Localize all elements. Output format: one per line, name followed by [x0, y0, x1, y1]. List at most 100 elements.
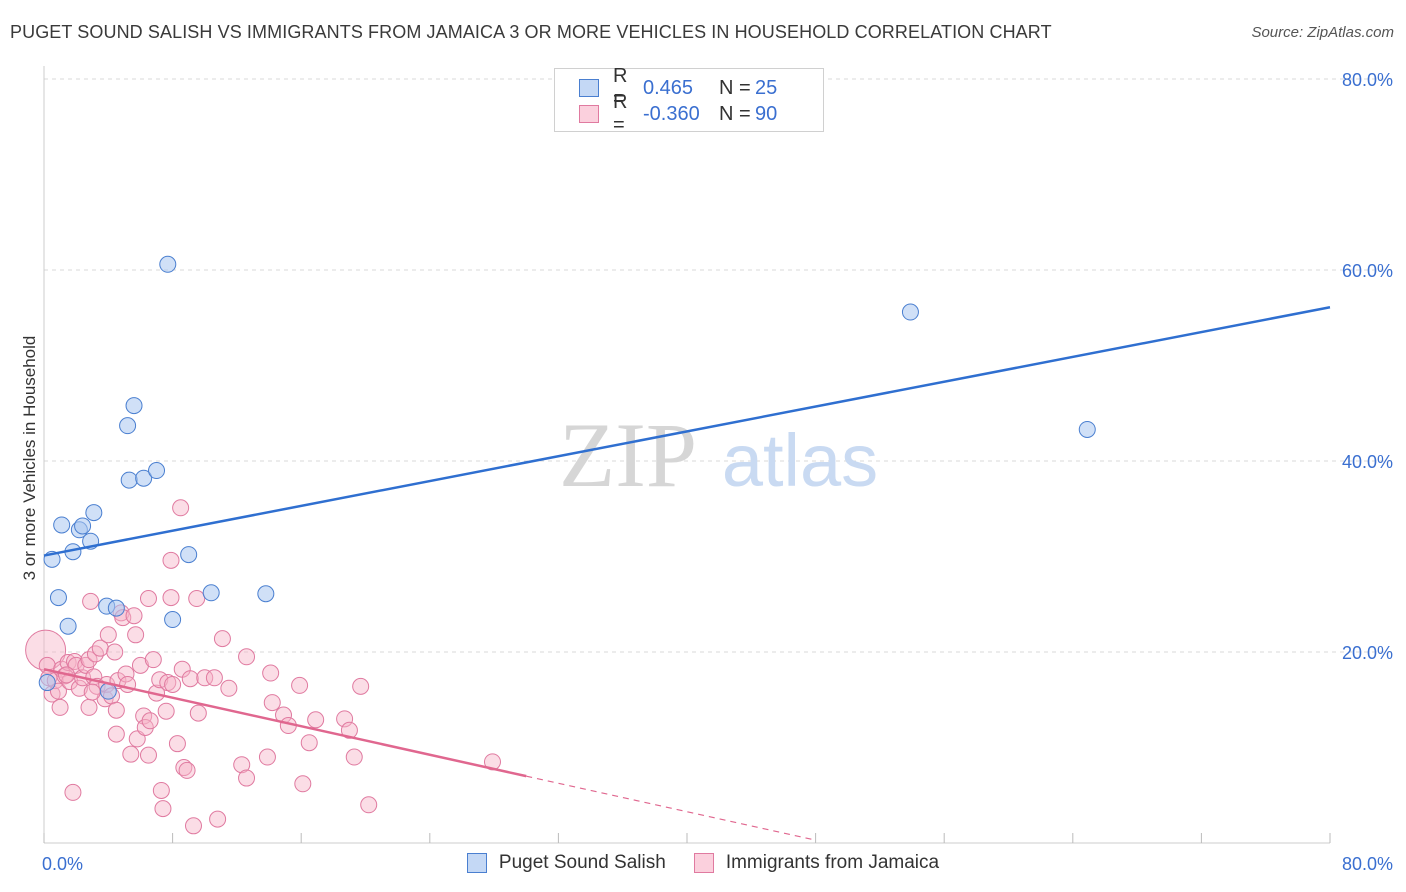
- jamaica-point: [258, 748, 276, 766]
- salish-point: [202, 584, 220, 602]
- source-label: Source: ZipAtlas.com: [1251, 24, 1394, 41]
- n-label: N =: [719, 102, 751, 125]
- jamaica-point: [213, 630, 231, 648]
- jamaica-point: [64, 783, 82, 801]
- series-salish-points: [38, 255, 1096, 700]
- jamaica-point: [125, 607, 143, 625]
- jamaica-point: [300, 734, 318, 752]
- salish-point: [38, 674, 56, 692]
- correlation-legend: R = 0.465 N = 25 R = -0.360 N = 90: [554, 65, 824, 136]
- jamaica-point: [233, 756, 251, 774]
- legend-row-salish: R = 0.465 N = 25: [579, 65, 778, 110]
- y-tick-label: 40.0%: [1342, 452, 1393, 472]
- jamaica-point: [175, 759, 193, 777]
- jamaica-point: [188, 590, 206, 608]
- salish-point: [180, 546, 198, 564]
- r-value: 0.465: [643, 76, 694, 99]
- jamaica-point: [360, 796, 378, 814]
- r-label: R =: [613, 65, 628, 110]
- jamaica-point: [86, 645, 104, 663]
- jamaica-point: [184, 817, 202, 835]
- legend-swatch-blue: [466, 853, 487, 873]
- x-tick-label: 80.0%: [1342, 854, 1393, 874]
- jamaica-point: [238, 769, 256, 787]
- x-tick-label: 0.0%: [42, 854, 83, 874]
- jamaica-point: [168, 735, 186, 753]
- legend-item-jamaica: Immigrants from Jamaica: [693, 852, 939, 874]
- jamaica-point: [91, 639, 109, 657]
- y-axis-label: 3 or more Vehicles in Household: [20, 335, 39, 581]
- watermark: ZIP atlas: [559, 404, 878, 506]
- salish-point: [120, 471, 138, 489]
- y-tick-label: 80.0%: [1342, 70, 1393, 90]
- trend-lines: [43, 306, 1331, 841]
- jamaica-point: [117, 665, 135, 683]
- salish-point: [164, 611, 182, 629]
- n-value: 25: [755, 76, 778, 99]
- jamaica-point: [82, 592, 100, 610]
- jamaica-point: [106, 643, 124, 661]
- salish-point: [107, 599, 125, 617]
- salish-point: [59, 617, 77, 635]
- jamaica-point: [345, 748, 363, 766]
- salish-point: [125, 397, 143, 415]
- legend-item-salish: Puget Sound Salish: [466, 852, 666, 874]
- salish-point: [1078, 420, 1096, 438]
- jamaica-point: [220, 679, 238, 697]
- tick-labels: 20.0% 40.0% 60.0% 80.0% 0.0% 80.0%: [42, 70, 1393, 874]
- jamaica-point: [340, 721, 358, 739]
- jamaica-point: [181, 670, 199, 688]
- legend-swatch-blue: [579, 79, 599, 97]
- jamaica-point: [144, 651, 162, 669]
- jamaica-point: [38, 656, 56, 674]
- jamaica-point: [196, 669, 214, 687]
- jamaica-point: [152, 781, 170, 799]
- jamaica-point: [172, 499, 190, 517]
- jamaica-point: [107, 701, 125, 719]
- jamaica-point: [238, 648, 256, 666]
- jamaica-point: [263, 694, 281, 712]
- legend-swatch-pink: [693, 853, 714, 873]
- jamaica-point: [178, 761, 196, 779]
- jamaica-point: [83, 683, 101, 701]
- salish-point: [53, 516, 71, 534]
- jamaica-point: [352, 677, 370, 695]
- jamaica-point: [107, 725, 125, 743]
- jamaica-point: [157, 702, 175, 720]
- r-label: R =: [613, 91, 628, 136]
- series-legend: Puget Sound Salish Immigrants from Jamai…: [0, 852, 1406, 874]
- y-tick-label: 60.0%: [1342, 261, 1393, 281]
- salish-point: [119, 417, 137, 435]
- salish-point: [148, 462, 166, 480]
- grid-lines: [44, 78, 1392, 653]
- jamaica-point: [164, 675, 182, 693]
- chart-title: PUGET SOUND SALISH VS IMMIGRANTS FROM JA…: [10, 22, 1052, 42]
- jamaica-point: [80, 698, 98, 716]
- jamaica-point: [141, 712, 159, 730]
- jamaica-point: [205, 669, 223, 687]
- jamaica-point: [307, 711, 325, 729]
- jamaica-point: [80, 651, 98, 669]
- n-label: N =: [719, 76, 751, 99]
- r-value: -0.360: [643, 102, 700, 125]
- jamaica-point: [262, 664, 280, 682]
- axes: [43, 66, 1331, 844]
- jamaica-point: [139, 590, 157, 608]
- jamaica-point: [139, 746, 157, 764]
- salish-trend-line: [43, 306, 1331, 557]
- jamaica-point: [51, 698, 69, 716]
- salish-point: [85, 504, 103, 522]
- jamaica-trend-extension: [526, 775, 816, 841]
- jamaica-point: [70, 679, 88, 697]
- y-tick-label: 20.0%: [1342, 643, 1393, 663]
- watermark-atlas: atlas: [722, 419, 878, 502]
- legend-row-jamaica: R = -0.360 N = 90: [579, 91, 777, 136]
- jamaica-point: [294, 775, 312, 793]
- jamaica-point: [189, 704, 207, 722]
- salish-point: [257, 585, 275, 603]
- jamaica-point: [291, 676, 309, 694]
- legend-swatch-pink: [579, 105, 599, 123]
- jamaica-point: [154, 800, 172, 818]
- jamaica-point: [162, 589, 180, 607]
